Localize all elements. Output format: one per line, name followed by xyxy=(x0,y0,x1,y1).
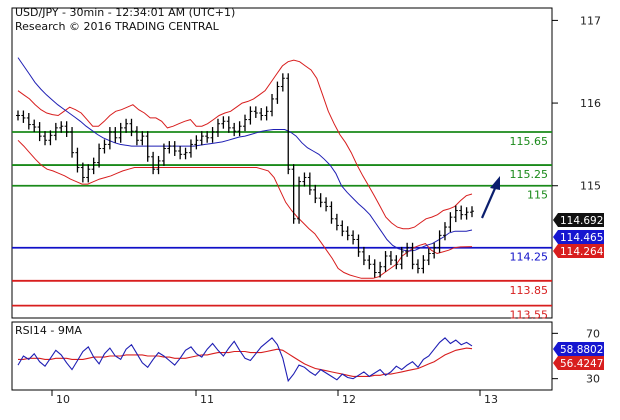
forecast-arrow xyxy=(480,176,500,219)
y-tick-label: 116 xyxy=(580,97,601,110)
rsi-value-tag-label: 58.8802 xyxy=(560,344,603,356)
bollinger-lower-line xyxy=(17,139,473,279)
chart-title: USD/JPY - 30min - 12:34:01 AM (UTC+1) xyxy=(15,6,235,19)
moving-average-line xyxy=(17,57,473,252)
time-x-axis: 10 11 12 13 xyxy=(51,390,498,406)
level-label-resistance: 115 xyxy=(527,189,548,202)
price-value-tags: 114.692 114.465 114.264 xyxy=(553,213,604,258)
value-tag-label: 114.264 xyxy=(560,246,604,258)
level-label-resistance: 115.25 xyxy=(510,168,549,181)
rsi-tick-label: 70 xyxy=(586,327,600,340)
level-label-resistance: 115.65 xyxy=(510,135,549,148)
x-tick-label: 12 xyxy=(342,393,356,406)
moving-average xyxy=(17,57,473,252)
value-tag-label: 114.465 xyxy=(560,232,603,244)
rsi-value-tags: 58.8802 56.4247 xyxy=(553,342,604,370)
price-bars xyxy=(16,73,474,278)
level-label-pivot: 114.25 xyxy=(510,251,549,264)
rsi-line xyxy=(17,337,473,383)
rsi-value-tag-bg xyxy=(553,342,604,356)
x-tick-label: 13 xyxy=(484,393,498,406)
level-label-support: 113.85 xyxy=(510,284,549,297)
y-tick-label: 115 xyxy=(580,180,601,193)
rsi-value-tag-label: 56.4247 xyxy=(560,358,603,370)
bollinger-bands xyxy=(17,59,473,279)
value-tag-bg xyxy=(553,244,604,258)
bollinger-upper-line xyxy=(17,59,473,230)
rsi-value-tag-bg xyxy=(553,356,604,370)
rsi-lines xyxy=(17,337,473,383)
support-resistance-levels: 115.65 115.25 115 114.25 113.85 113.55 xyxy=(12,131,552,322)
value-tag-label: 114.692 xyxy=(560,215,603,227)
x-tick-label: 11 xyxy=(200,393,214,406)
forecast-arrow-shaft xyxy=(480,185,498,219)
forecast-arrow-head xyxy=(490,176,500,190)
rsi-tick-label: 30 xyxy=(586,373,600,386)
rsi-y-axis: 70 30 xyxy=(552,327,600,386)
level-label-support: 113.55 xyxy=(510,309,549,322)
y-tick-label: 117 xyxy=(580,14,601,27)
price-panel-frame xyxy=(11,7,553,319)
chart-copyright: Research © 2016 TRADING CENTRAL xyxy=(15,20,220,33)
rsi-label: RSI14 - 9MA xyxy=(15,324,82,337)
value-tag-bg xyxy=(553,213,604,227)
value-tag-bg xyxy=(553,230,604,244)
rsi-ma-line xyxy=(18,347,473,377)
x-tick-label: 10 xyxy=(56,393,70,406)
price-y-axis: 117 116 115 xyxy=(552,14,601,193)
